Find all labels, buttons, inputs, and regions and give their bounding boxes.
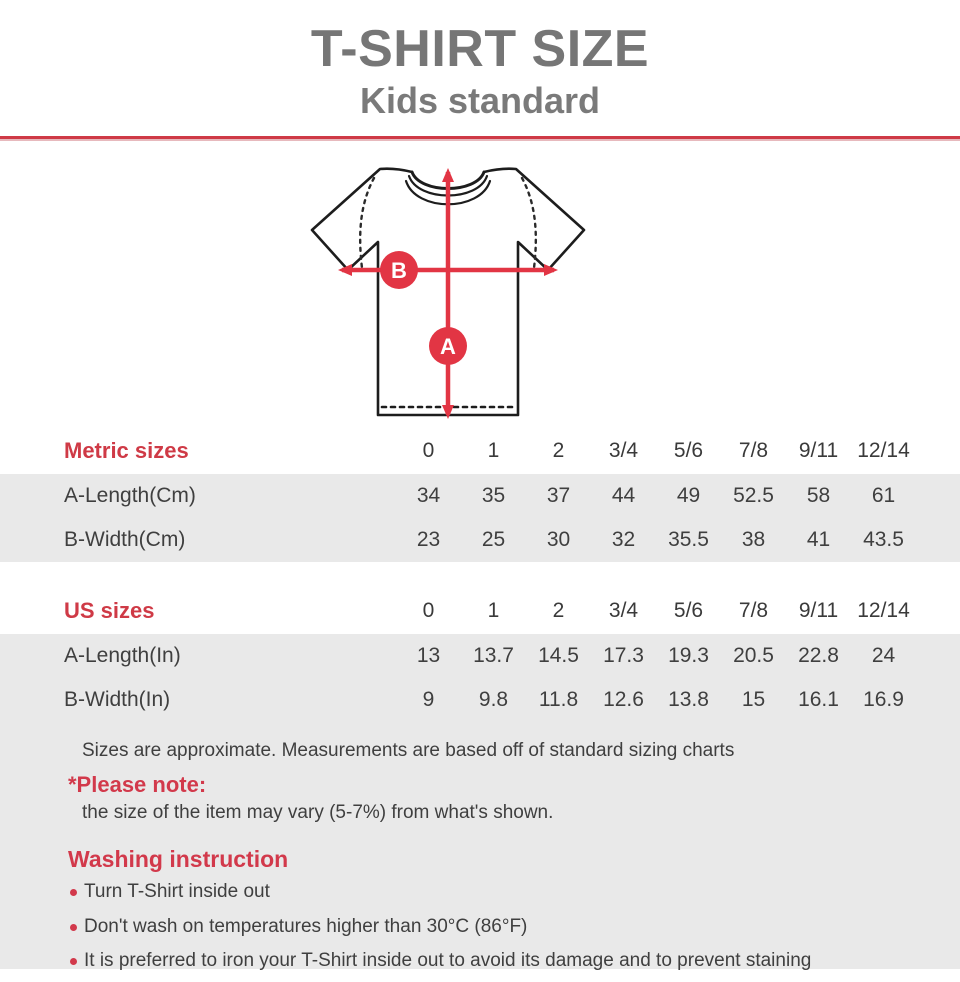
row-label: A-Length(Cm) <box>64 484 196 507</box>
approximate-note: Sizes are approximate. Measurements are … <box>82 740 735 761</box>
washing-instruction-title: Washing instruction <box>68 846 289 872</box>
table-cell: 16.1 <box>798 688 839 711</box>
tshirt-diagram: B A <box>0 142 960 430</box>
table-row: A-Length(In) 13 13.7 14.5 17.3 19.3 20.5… <box>0 634 960 678</box>
table-cell: 19.3 <box>668 644 709 667</box>
washing-instruction-list: Turn T-Shirt inside out Don't wash on te… <box>68 878 811 982</box>
table-cell: 14.5 <box>538 644 579 667</box>
metric-data-band: A-Length(Cm) 34 35 37 44 49 52.5 58 61 B… <box>0 474 960 562</box>
table-cell: 13 <box>416 644 441 667</box>
table-row: B-Width(In) 9 9.8 11.8 12.6 13.8 15 16.1… <box>0 678 960 722</box>
table-cell: 35.5 <box>668 528 709 551</box>
column-header: 0 <box>422 439 435 462</box>
column-header: 0 <box>422 599 435 622</box>
column-header: 1 <box>487 599 500 622</box>
row-label: A-Length(In) <box>64 644 181 667</box>
us-data-band: A-Length(In) 13 13.7 14.5 17.3 19.3 20.5… <box>0 634 960 722</box>
svg-text:B: B <box>391 258 407 283</box>
bullet-dot-icon <box>70 889 77 896</box>
list-item: It is preferred to iron your T-Shirt ins… <box>68 947 811 975</box>
table-cell: 15 <box>741 688 766 711</box>
svg-text:A: A <box>440 334 456 359</box>
tshirt-outline-icon: B A <box>310 167 586 419</box>
column-header: 2 <box>552 439 565 462</box>
table-cell: 44 <box>611 484 636 507</box>
row-values: 9 9.8 11.8 12.6 13.8 15 16.1 16.9 <box>396 678 916 722</box>
metric-sizes-label: Metric sizes <box>64 438 189 463</box>
table-cell: 34 <box>416 484 441 507</box>
column-header: 7/8 <box>738 439 769 462</box>
table-cell: 17.3 <box>603 644 644 667</box>
table-cell: 20.5 <box>733 644 774 667</box>
table-cell: 22.8 <box>798 644 839 667</box>
column-header: 2 <box>552 599 565 622</box>
table-cell: 49 <box>676 484 701 507</box>
list-item: Don't wash on temperatures higher than 3… <box>68 913 811 941</box>
bullet-dot-icon <box>70 923 77 931</box>
table-cell: 24 <box>871 644 896 667</box>
size-tables: Metric sizes 0 1 2 3/4 5/6 7/8 9/11 12/1… <box>0 428 960 722</box>
table-cell: 30 <box>546 528 571 551</box>
notes-section: Sizes are approximate. Measurements are … <box>0 718 960 971</box>
table-cell: 13.8 <box>668 688 709 711</box>
list-item-label: Turn T-Shirt inside out <box>84 881 270 902</box>
table-header-row: Metric sizes 0 1 2 3/4 5/6 7/8 9/11 12/1… <box>0 428 960 474</box>
marker-a-badge: A <box>429 327 467 365</box>
row-values: 34 35 37 44 49 52.5 58 61 <box>396 474 916 518</box>
page-header: T-SHIRT SIZE Kids standard <box>0 0 960 138</box>
table-cell: 16.9 <box>863 688 904 711</box>
list-item: Turn T-Shirt inside out <box>68 878 811 906</box>
bullet-dot-icon <box>70 958 77 966</box>
table-cell: 32 <box>611 528 636 551</box>
metric-column-headers: 0 1 2 3/4 5/6 7/8 9/11 12/14 <box>396 428 916 474</box>
marker-b-badge: B <box>380 251 418 289</box>
row-label: B-Width(Cm) <box>64 528 186 551</box>
table-cell: 61 <box>871 484 896 507</box>
column-header: 3/4 <box>608 439 639 462</box>
column-header: 12/14 <box>857 439 910 462</box>
us-sizes-label: US sizes <box>64 598 155 623</box>
table-cell: 23 <box>416 528 441 551</box>
header-divider <box>0 136 960 139</box>
metric-header-band: Metric sizes 0 1 2 3/4 5/6 7/8 9/11 12/1… <box>0 428 960 474</box>
row-values: 13 13.7 14.5 17.3 19.3 20.5 22.8 24 <box>396 634 916 678</box>
row-label: B-Width(In) <box>64 688 171 711</box>
table-cell: 11.8 <box>538 688 579 711</box>
column-header: 7/8 <box>738 599 769 622</box>
list-item-label: Don't wash on temperatures higher than 3… <box>84 915 528 937</box>
table-cell: 9 <box>422 688 435 711</box>
list-item-label: It is preferred to iron your T-Shirt ins… <box>84 950 812 972</box>
table-cell: 13.7 <box>473 644 514 667</box>
page-title: T-SHIRT SIZE <box>310 20 650 78</box>
table-cell: 25 <box>481 528 506 551</box>
table-cell: 58 <box>806 484 831 507</box>
column-header: 1 <box>487 439 500 462</box>
column-header: 9/11 <box>798 439 839 462</box>
table-row: A-Length(Cm) 34 35 37 44 49 52.5 58 61 <box>0 474 960 518</box>
row-values: 23 25 30 32 35.5 38 41 43.5 <box>396 518 916 562</box>
table-cell: 41 <box>806 528 831 551</box>
column-header: 5/6 <box>673 439 704 462</box>
us-header-band: US sizes 0 1 2 3/4 5/6 7/8 9/11 12/14 <box>0 588 960 634</box>
column-header: 3/4 <box>608 599 639 622</box>
column-header: 5/6 <box>673 599 704 622</box>
please-note-body: the size of the item may vary (5-7%) fro… <box>82 802 554 823</box>
header-divider-shadow <box>0 139 960 141</box>
us-column-headers: 0 1 2 3/4 5/6 7/8 9/11 12/14 <box>396 588 916 634</box>
please-note-title: *Please note: <box>68 772 207 797</box>
table-cell: 43.5 <box>863 528 904 551</box>
table-cell: 37 <box>546 484 571 507</box>
column-header: 12/14 <box>857 599 910 622</box>
table-cell: 52.5 <box>733 484 774 507</box>
column-header: 9/11 <box>798 599 839 622</box>
table-cell: 9.8 <box>478 688 509 711</box>
table-header-row: US sizes 0 1 2 3/4 5/6 7/8 9/11 12/14 <box>0 588 960 634</box>
table-cell: 35 <box>481 484 506 507</box>
page-subtitle: Kids standard <box>359 79 601 121</box>
table-cell: 38 <box>741 528 766 551</box>
table-separator <box>0 562 960 588</box>
table-cell: 12.6 <box>603 688 644 711</box>
table-row: B-Width(Cm) 23 25 30 32 35.5 38 41 43.5 <box>0 518 960 562</box>
